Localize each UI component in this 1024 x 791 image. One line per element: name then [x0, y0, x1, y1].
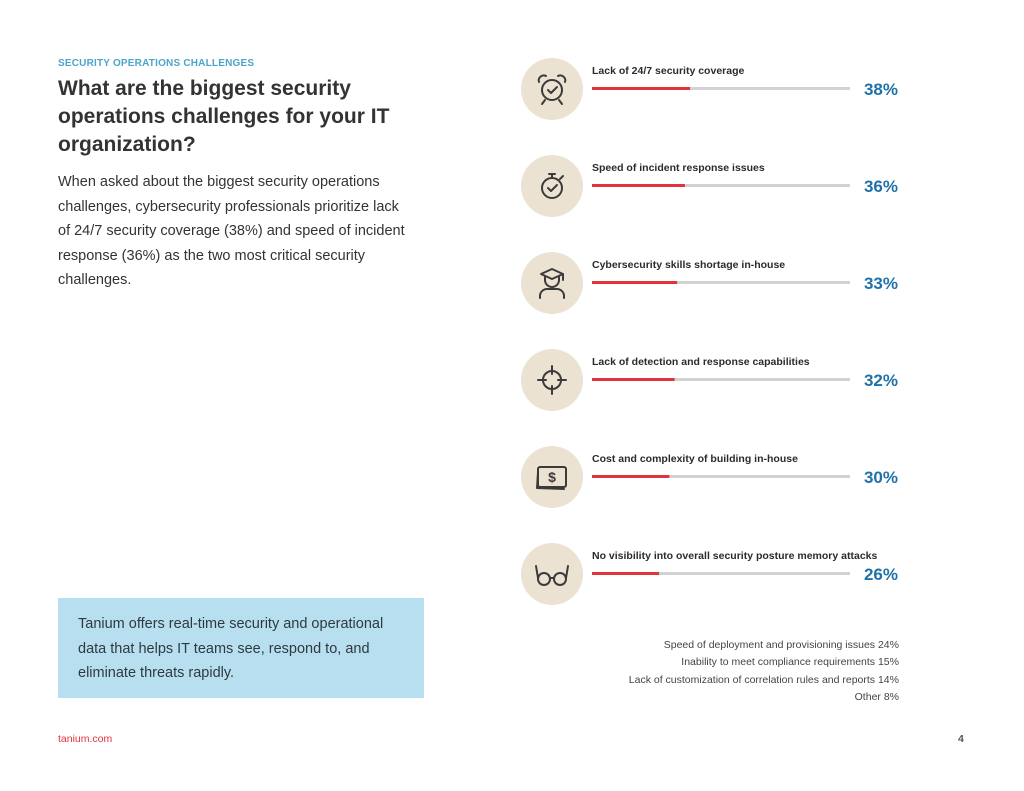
category-label: Lack of 24/7 security coverage — [592, 65, 744, 77]
bar — [592, 184, 685, 187]
category-label: Speed of incident response issues — [592, 162, 765, 174]
crosshair-icon — [521, 349, 583, 411]
category-label: Cybersecurity skills shortage in-house — [592, 259, 785, 271]
value-label: 38% — [864, 80, 898, 99]
other-response: Other 8% — [854, 690, 899, 703]
other-response: Speed of deployment and provisioning iss… — [663, 639, 899, 651]
value-label: 33% — [864, 274, 898, 293]
chart-row: Speed of incident response issues 36% — [521, 155, 898, 217]
chart-row: $ Cost and complexity of building in-hous… — [521, 446, 898, 508]
bar — [592, 475, 670, 478]
bar — [592, 572, 660, 575]
bar-track — [592, 475, 850, 478]
bar-track — [592, 281, 850, 284]
stopwatch-icon — [521, 155, 583, 217]
value-label: 36% — [864, 177, 898, 196]
icon-badge — [521, 349, 583, 411]
bar — [592, 87, 691, 90]
chart-row: Lack of 24/7 security coverage 38% — [521, 58, 898, 120]
bar — [592, 281, 678, 284]
icon-badge — [521, 446, 583, 508]
value-label: 26% — [864, 565, 898, 584]
icon-badge — [521, 252, 583, 314]
chart-row: Lack of detection and response capabilit… — [521, 349, 898, 411]
other-response: Inability to meet compliance requirement… — [681, 656, 899, 669]
graduate-icon — [521, 252, 583, 314]
icon-badge — [521, 155, 583, 217]
icon-badge — [521, 58, 583, 120]
callout-text: Tanium offers real-time security and ope… — [78, 616, 384, 681]
page-title: What are the biggest security operations… — [58, 77, 390, 156]
value-label: 32% — [864, 371, 898, 390]
callout-box: Tanium offers real-time security and ope… — [58, 598, 424, 698]
other-responses-list: Speed of deployment and provisioning iss… — [560, 637, 899, 706]
section-label: SECURITY OPERATIONS CHALLENGES — [58, 58, 255, 69]
bar-track — [592, 87, 850, 90]
bar — [592, 378, 675, 381]
chart-row: Cybersecurity skills shortage in-house 33… — [521, 252, 898, 314]
category-label: Lack of detection and response capabilit… — [592, 356, 810, 368]
alarm-clock-icon — [521, 58, 583, 120]
footer-site-link[interactable]: tanium.com — [58, 733, 113, 745]
value-label: 30% — [864, 468, 898, 487]
icon-badge — [521, 543, 583, 605]
bar-track — [592, 572, 850, 575]
bar-track — [592, 378, 850, 381]
bar-track — [592, 184, 850, 187]
other-response: Lack of customization of correlation rul… — [628, 673, 899, 686]
chart-row: No visibility into overall security post… — [521, 543, 898, 605]
category-label: No visibility into overall security post… — [592, 550, 878, 562]
svg-text:$: $ — [548, 469, 556, 485]
glasses-icon — [521, 543, 583, 605]
intro-paragraph: When asked about the biggest security op… — [58, 174, 405, 288]
money-icon: $ — [521, 446, 583, 508]
page-number: 4 — [958, 733, 964, 745]
category-label: Cost and complexity of building in-house — [592, 453, 798, 465]
